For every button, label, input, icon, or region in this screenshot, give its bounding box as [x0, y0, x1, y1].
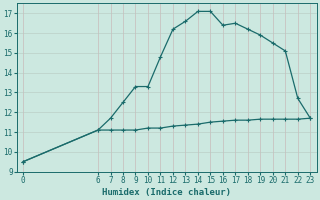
X-axis label: Humidex (Indice chaleur): Humidex (Indice chaleur) — [102, 188, 231, 197]
